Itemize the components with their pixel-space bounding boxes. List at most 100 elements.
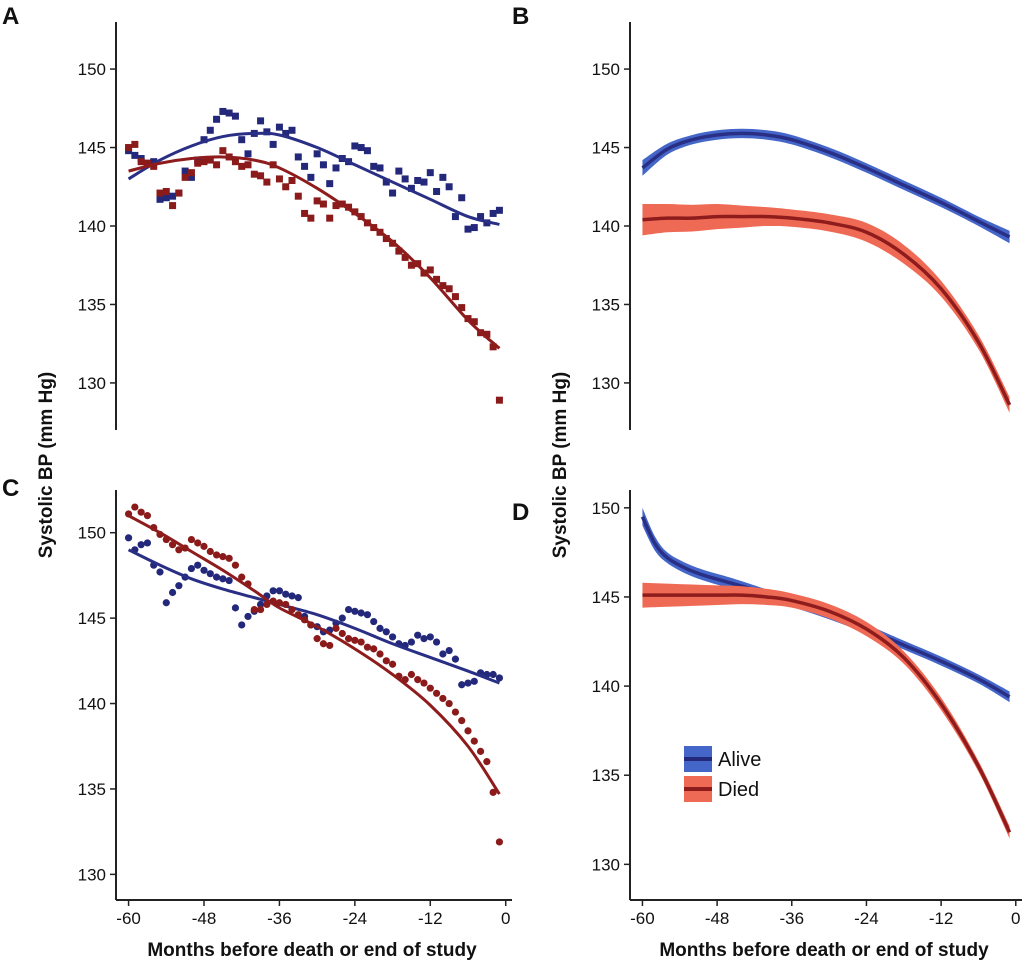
- data-point-died: [194, 159, 202, 167]
- data-point-died: [445, 285, 453, 293]
- data-point-died: [131, 140, 139, 148]
- y-tick-label: 145: [592, 139, 620, 158]
- data-point-alive: [213, 115, 221, 123]
- legend-label-died: Died: [718, 779, 759, 801]
- data-point-died: [326, 214, 334, 222]
- data-point-alive: [319, 161, 327, 169]
- data-point-died: [294, 192, 302, 200]
- data-point-died: [470, 318, 478, 326]
- y-tick-label: 130: [592, 855, 620, 874]
- x-tick-label: -60: [116, 909, 141, 928]
- data-point-alive: [326, 180, 334, 188]
- data-point-died: [414, 676, 422, 684]
- mean-line-died: [642, 593, 1012, 834]
- data-point-alive: [489, 209, 497, 217]
- data-point-died: [458, 304, 466, 312]
- data-point-died: [206, 156, 214, 164]
- data-point-died: [313, 635, 321, 643]
- y-tick-label: 140: [592, 677, 620, 696]
- data-point-alive: [451, 213, 459, 221]
- data-point-died: [187, 169, 195, 177]
- y-axis-title-bottom: Systolic BP (mm Hg): [550, 372, 571, 559]
- y-tick-label: 145: [592, 588, 620, 607]
- data-point-died: [420, 679, 428, 687]
- data-point-died: [238, 573, 246, 581]
- data-point-alive: [489, 670, 497, 679]
- data-point-died: [282, 600, 290, 609]
- data-point-alive: [137, 541, 145, 549]
- data-point-died: [219, 553, 227, 561]
- data-point-alive: [370, 162, 378, 170]
- data-point-alive: [168, 588, 177, 597]
- data-point-died: [345, 203, 353, 211]
- x-tick-label: -12: [929, 909, 954, 928]
- data-point-alive: [269, 140, 277, 148]
- panel-a: 130 135 140 145 150: [78, 22, 503, 430]
- data-point-alive: [357, 609, 365, 617]
- data-point-died: [439, 282, 447, 290]
- data-point-died: [489, 788, 497, 796]
- y-tick-label: 135: [592, 766, 620, 785]
- data-point-alive: [169, 192, 177, 200]
- x-tick-label: -60: [630, 909, 655, 928]
- data-point-alive: [332, 164, 340, 172]
- data-point-alive: [395, 167, 403, 175]
- mean-line-alive: [641, 131, 1011, 239]
- data-point-alive: [187, 564, 196, 573]
- x-tick-label: -48: [705, 909, 730, 928]
- x-tick-label: -48: [192, 909, 217, 928]
- data-point-alive: [225, 109, 233, 117]
- data-point-alive: [175, 582, 183, 590]
- data-point-alive: [307, 173, 315, 181]
- y-tick-label: 145: [78, 139, 106, 158]
- panel-c: 130 135 140 145 150 -60 -48 -36 -24 -12 0: [78, 490, 512, 928]
- data-point-alive: [150, 158, 158, 166]
- data-point-died: [439, 694, 447, 703]
- data-point-alive: [470, 224, 478, 232]
- data-point-died: [187, 535, 196, 544]
- data-point-alive: [451, 655, 460, 663]
- data-point-died: [137, 508, 145, 516]
- data-point-alive: [495, 674, 504, 682]
- data-point-died: [143, 512, 152, 520]
- data-point-died: [231, 158, 239, 166]
- panels: 1301351401451501301351401451501301351401…: [78, 22, 1022, 928]
- fit-line-alive: [127, 548, 500, 685]
- y-tick-label: 150: [592, 60, 620, 79]
- data-point-died: [395, 247, 403, 255]
- legend-label-alive: Alive: [718, 749, 761, 771]
- data-point-alive: [389, 189, 397, 197]
- x-tick-label: -24: [854, 909, 879, 928]
- y-tick-label: 140: [78, 695, 106, 714]
- data-point-alive: [477, 213, 485, 221]
- data-point-alive: [363, 147, 371, 155]
- data-point-died: [156, 189, 164, 197]
- data-point-died: [307, 214, 315, 222]
- data-point-died: [263, 178, 271, 186]
- data-point-alive: [162, 194, 170, 202]
- data-point-alive: [124, 534, 133, 542]
- data-point-died: [244, 161, 252, 169]
- mean-line-died: [642, 214, 1012, 406]
- data-point-died: [458, 717, 466, 725]
- data-point-died: [483, 758, 491, 766]
- x-tick-label: -24: [343, 909, 368, 928]
- data-point-died: [194, 539, 202, 547]
- data-point-died: [212, 551, 221, 559]
- data-point-died: [483, 330, 491, 338]
- data-point-alive: [219, 575, 227, 583]
- x-tick-label: -36: [267, 909, 292, 928]
- data-point-alive: [439, 650, 447, 658]
- fit-line-died: [128, 155, 501, 350]
- data-point-died: [370, 645, 378, 653]
- data-point-alive: [407, 638, 416, 646]
- x-tick-label: -12: [418, 909, 443, 928]
- data-point-alive: [426, 633, 434, 641]
- y-tick-label: 150: [78, 524, 106, 543]
- data-point-alive: [282, 590, 290, 598]
- data-point-died: [137, 158, 145, 166]
- data-point-alive: [244, 612, 252, 621]
- data-point-alive: [275, 123, 283, 131]
- data-point-alive: [363, 611, 372, 619]
